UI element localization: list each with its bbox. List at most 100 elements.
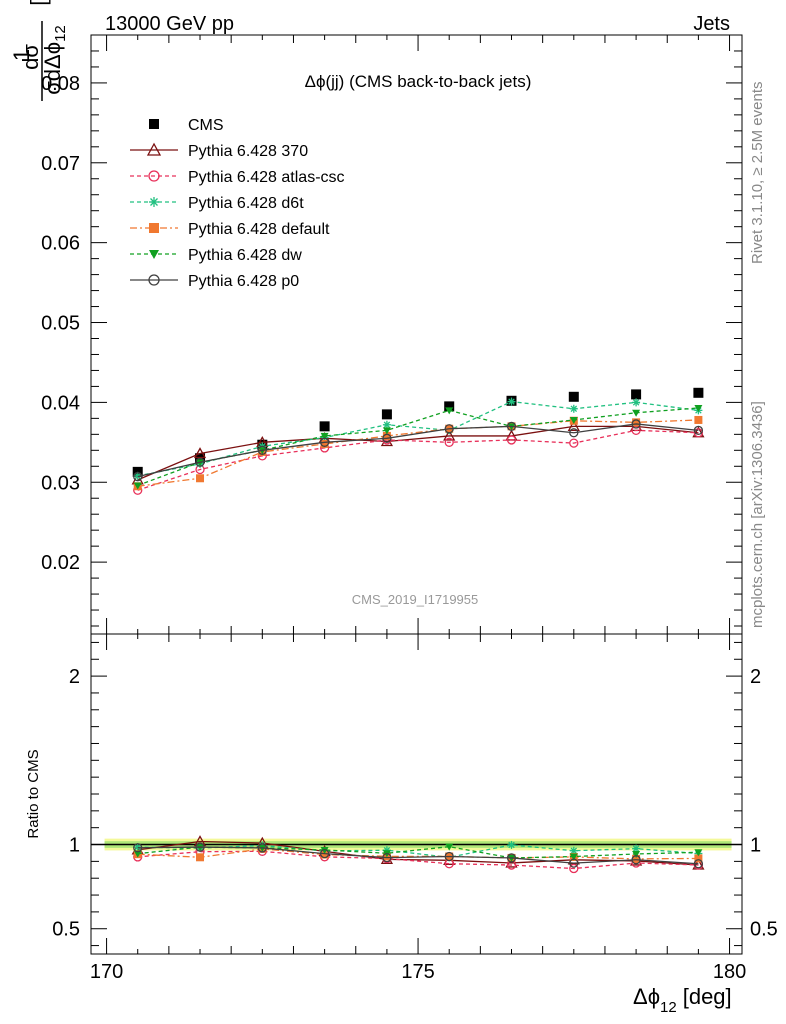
- data-point: [444, 424, 454, 434]
- data-point: [506, 421, 517, 431]
- data-point: [443, 429, 456, 441]
- legend-marker: [149, 223, 159, 233]
- data-point: [694, 415, 703, 424]
- legend-label: Pythia 6.428 370: [188, 143, 308, 160]
- watermark: CMS_2019_I1719955: [352, 592, 479, 607]
- ratio-point: [133, 843, 143, 853]
- chart-title: Δϕ(jj) (CMS back-to-back jets): [305, 72, 532, 91]
- rivet-label: Rivet 3.1.10, ≥ 2.5M events: [749, 82, 766, 265]
- ratio-point: [257, 843, 267, 853]
- ratio-point: [507, 840, 516, 849]
- data-point: [195, 457, 205, 467]
- ratio-line: [137, 840, 699, 866]
- ratio-tick-label: 2: [69, 666, 80, 688]
- ratio-point: [506, 853, 517, 863]
- header-left: 13000 GeV pp: [105, 13, 234, 35]
- data-point: [631, 389, 642, 400]
- legend-label: Pythia 6.428 default: [188, 221, 330, 238]
- legend-label: Pythia 6.428 atlas-csc: [188, 169, 345, 186]
- legend-entry: Pythia 6.428 atlas-csc: [130, 169, 345, 186]
- data-point: [382, 433, 392, 443]
- data-point: [320, 439, 329, 448]
- ratio-point: [195, 842, 205, 852]
- data-point: [569, 438, 579, 448]
- ratio-point: [320, 846, 329, 854]
- data-point: [569, 404, 578, 413]
- data-point: [631, 419, 641, 429]
- legend-label: CMS: [188, 117, 224, 134]
- svg-text:Δϕ12[deg]: Δϕ12 [deg]: [633, 984, 732, 1016]
- ratio-frame: [90, 633, 743, 955]
- data-point: [694, 404, 703, 412]
- ratio-series-6: [133, 842, 704, 869]
- data-point: [632, 409, 641, 417]
- series-line: [137, 400, 699, 477]
- y-tick-label: 0.04: [41, 392, 80, 414]
- legend-marker: [146, 142, 162, 156]
- data-point: [693, 425, 704, 435]
- y-tick-label: 0.06: [41, 233, 80, 255]
- data-point: [319, 437, 330, 447]
- svg-text:[deg-1]: [deg-1]: [25, 0, 51, 6]
- legend-entry: Pythia 6.428 370: [130, 142, 308, 160]
- main-axis-ticks: 0.02 0.03 0.04 0.05 0.06 0.07 0.08: [41, 35, 742, 634]
- legend-marker: [149, 119, 159, 129]
- data-point: [567, 420, 580, 431]
- data-point: [193, 447, 207, 459]
- data-point: [632, 418, 641, 427]
- main-panel: 0.02 0.03 0.04 0.05 0.06 0.07 0.08 Δϕ(jj) (CMS…: [41, 34, 743, 635]
- legend-entry: Pythia 6.428 default: [130, 221, 330, 238]
- data-point: [444, 437, 454, 447]
- ratio-point: [133, 850, 142, 858]
- data-point: [507, 397, 516, 406]
- legend-marker: [148, 274, 160, 286]
- y-axis-title: 1 dσ σdΔϕ12 [deg-1]: [9, 0, 69, 101]
- ratio-point: [444, 851, 454, 862]
- series-5: [133, 404, 703, 490]
- data-point: [445, 407, 454, 415]
- y-tick-label: 0.03: [41, 472, 80, 494]
- data-point: [568, 391, 579, 402]
- ratio-point: [631, 855, 641, 865]
- series-6: [133, 419, 704, 482]
- ratio-point: [569, 858, 579, 868]
- ratio-line: [137, 844, 699, 858]
- y-tick-label: 0.02: [41, 552, 80, 574]
- ratio-point: [320, 850, 329, 859]
- data-point: [569, 416, 578, 424]
- series-line: [137, 425, 699, 481]
- data-point: [382, 427, 391, 435]
- svg-text:σdΔϕ12: σdΔϕ12: [40, 25, 69, 95]
- series-2: [133, 425, 704, 495]
- ratio-point: [632, 854, 641, 863]
- y-tick-label: 0.08: [41, 73, 80, 95]
- ratio-tick-label-right: 2: [750, 666, 761, 688]
- x-axis-title: Δϕ12 [deg]: [633, 984, 732, 1016]
- ratio-point: [445, 843, 454, 851]
- x-tick-label: 180: [713, 961, 746, 983]
- data-point: [569, 428, 579, 438]
- ratio-point: [319, 848, 330, 859]
- ratio-point: [694, 854, 703, 863]
- ratio-line: [137, 850, 699, 870]
- ratio-point: [569, 846, 578, 855]
- legend-label: Pythia 6.428 d6t: [188, 195, 304, 212]
- data-point: [133, 472, 143, 482]
- svg-text:1: 1: [9, 49, 34, 61]
- data-point: [381, 409, 392, 420]
- x-tick-label: 175: [401, 961, 434, 983]
- legend-entry: CMS: [149, 117, 224, 134]
- ratio-point: [382, 853, 392, 863]
- data-point: [257, 445, 267, 455]
- ratio-tick-label: 0.5: [52, 919, 80, 941]
- ratio-series-group: [91, 835, 742, 874]
- legend: CMS Pythia 6.428 370 Pythia 6.428 atlas-cs…: [130, 117, 345, 290]
- data-point: [506, 435, 517, 445]
- ratio-y-axis-title: Ratio to CMS: [25, 749, 42, 838]
- y-tick-label: 0.05: [41, 313, 80, 335]
- ratio-point: [693, 859, 704, 869]
- legend-label: Pythia 6.428 dw: [188, 247, 302, 264]
- legend-marker: [149, 250, 159, 259]
